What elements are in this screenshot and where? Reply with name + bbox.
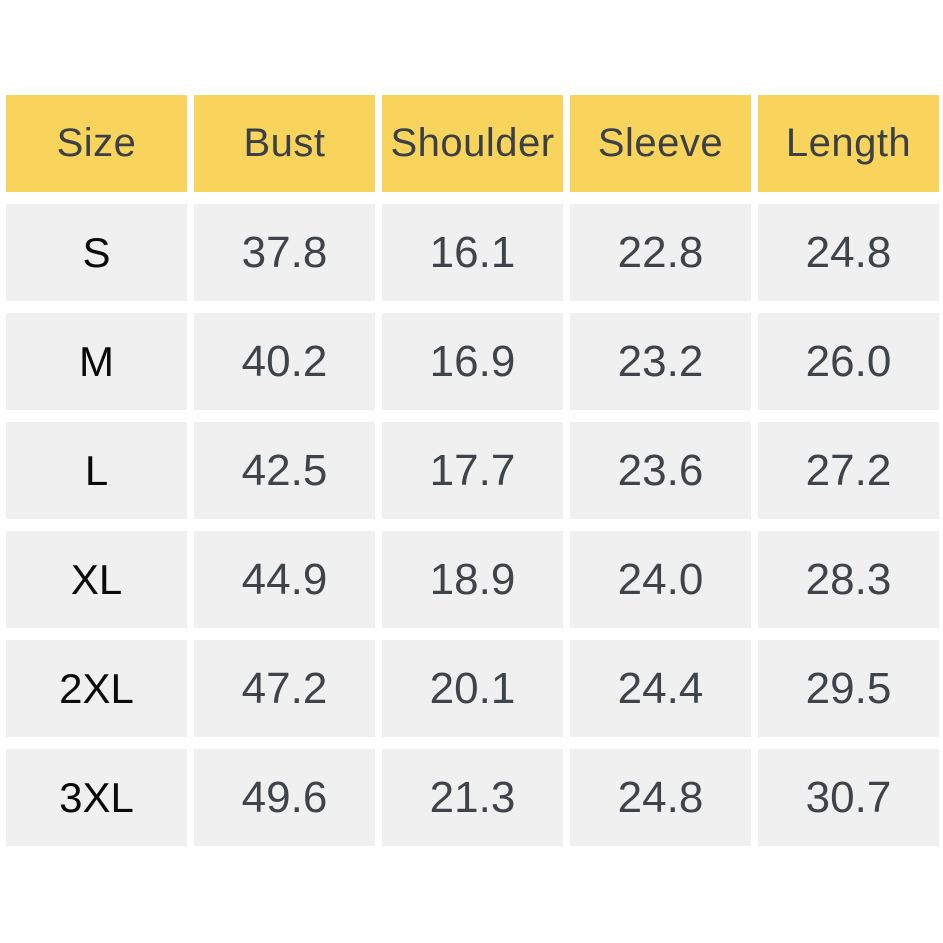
cell-2xl-sleeve: 24.4 xyxy=(570,640,751,737)
cell-m-sleeve: 23.2 xyxy=(570,313,751,410)
cell-l-sleeve: 23.6 xyxy=(570,422,751,519)
cell-l-shoulder: 17.7 xyxy=(382,422,563,519)
cell-m-shoulder: 16.9 xyxy=(382,313,563,410)
cell-3xl-length: 30.7 xyxy=(758,749,939,846)
cell-3xl-shoulder: 21.3 xyxy=(382,749,563,846)
cell-s-sleeve: 22.8 xyxy=(570,204,751,301)
cell-l-length: 27.2 xyxy=(758,422,939,519)
column-header-size: Size xyxy=(6,95,187,192)
size-chart-table: Size Bust Shoulder Sleeve Length S 37.8 … xyxy=(6,95,939,846)
cell-3xl-bust: 49.6 xyxy=(194,749,375,846)
size-label-m: M xyxy=(6,313,187,410)
column-header-length: Length xyxy=(758,95,939,192)
cell-xl-shoulder: 18.9 xyxy=(382,531,563,628)
cell-2xl-shoulder: 20.1 xyxy=(382,640,563,737)
size-label-2xl: 2XL xyxy=(6,640,187,737)
size-label-xl: XL xyxy=(6,531,187,628)
column-header-shoulder: Shoulder xyxy=(382,95,563,192)
cell-s-length: 24.8 xyxy=(758,204,939,301)
cell-2xl-bust: 47.2 xyxy=(194,640,375,737)
size-label-l: L xyxy=(6,422,187,519)
cell-3xl-sleeve: 24.8 xyxy=(570,749,751,846)
cell-2xl-length: 29.5 xyxy=(758,640,939,737)
cell-l-bust: 42.5 xyxy=(194,422,375,519)
cell-xl-length: 28.3 xyxy=(758,531,939,628)
cell-m-bust: 40.2 xyxy=(194,313,375,410)
cell-s-bust: 37.8 xyxy=(194,204,375,301)
column-header-bust: Bust xyxy=(194,95,375,192)
cell-xl-bust: 44.9 xyxy=(194,531,375,628)
column-header-sleeve: Sleeve xyxy=(570,95,751,192)
cell-xl-sleeve: 24.0 xyxy=(570,531,751,628)
size-label-s: S xyxy=(6,204,187,301)
cell-m-length: 26.0 xyxy=(758,313,939,410)
size-label-3xl: 3XL xyxy=(6,749,187,846)
cell-s-shoulder: 16.1 xyxy=(382,204,563,301)
